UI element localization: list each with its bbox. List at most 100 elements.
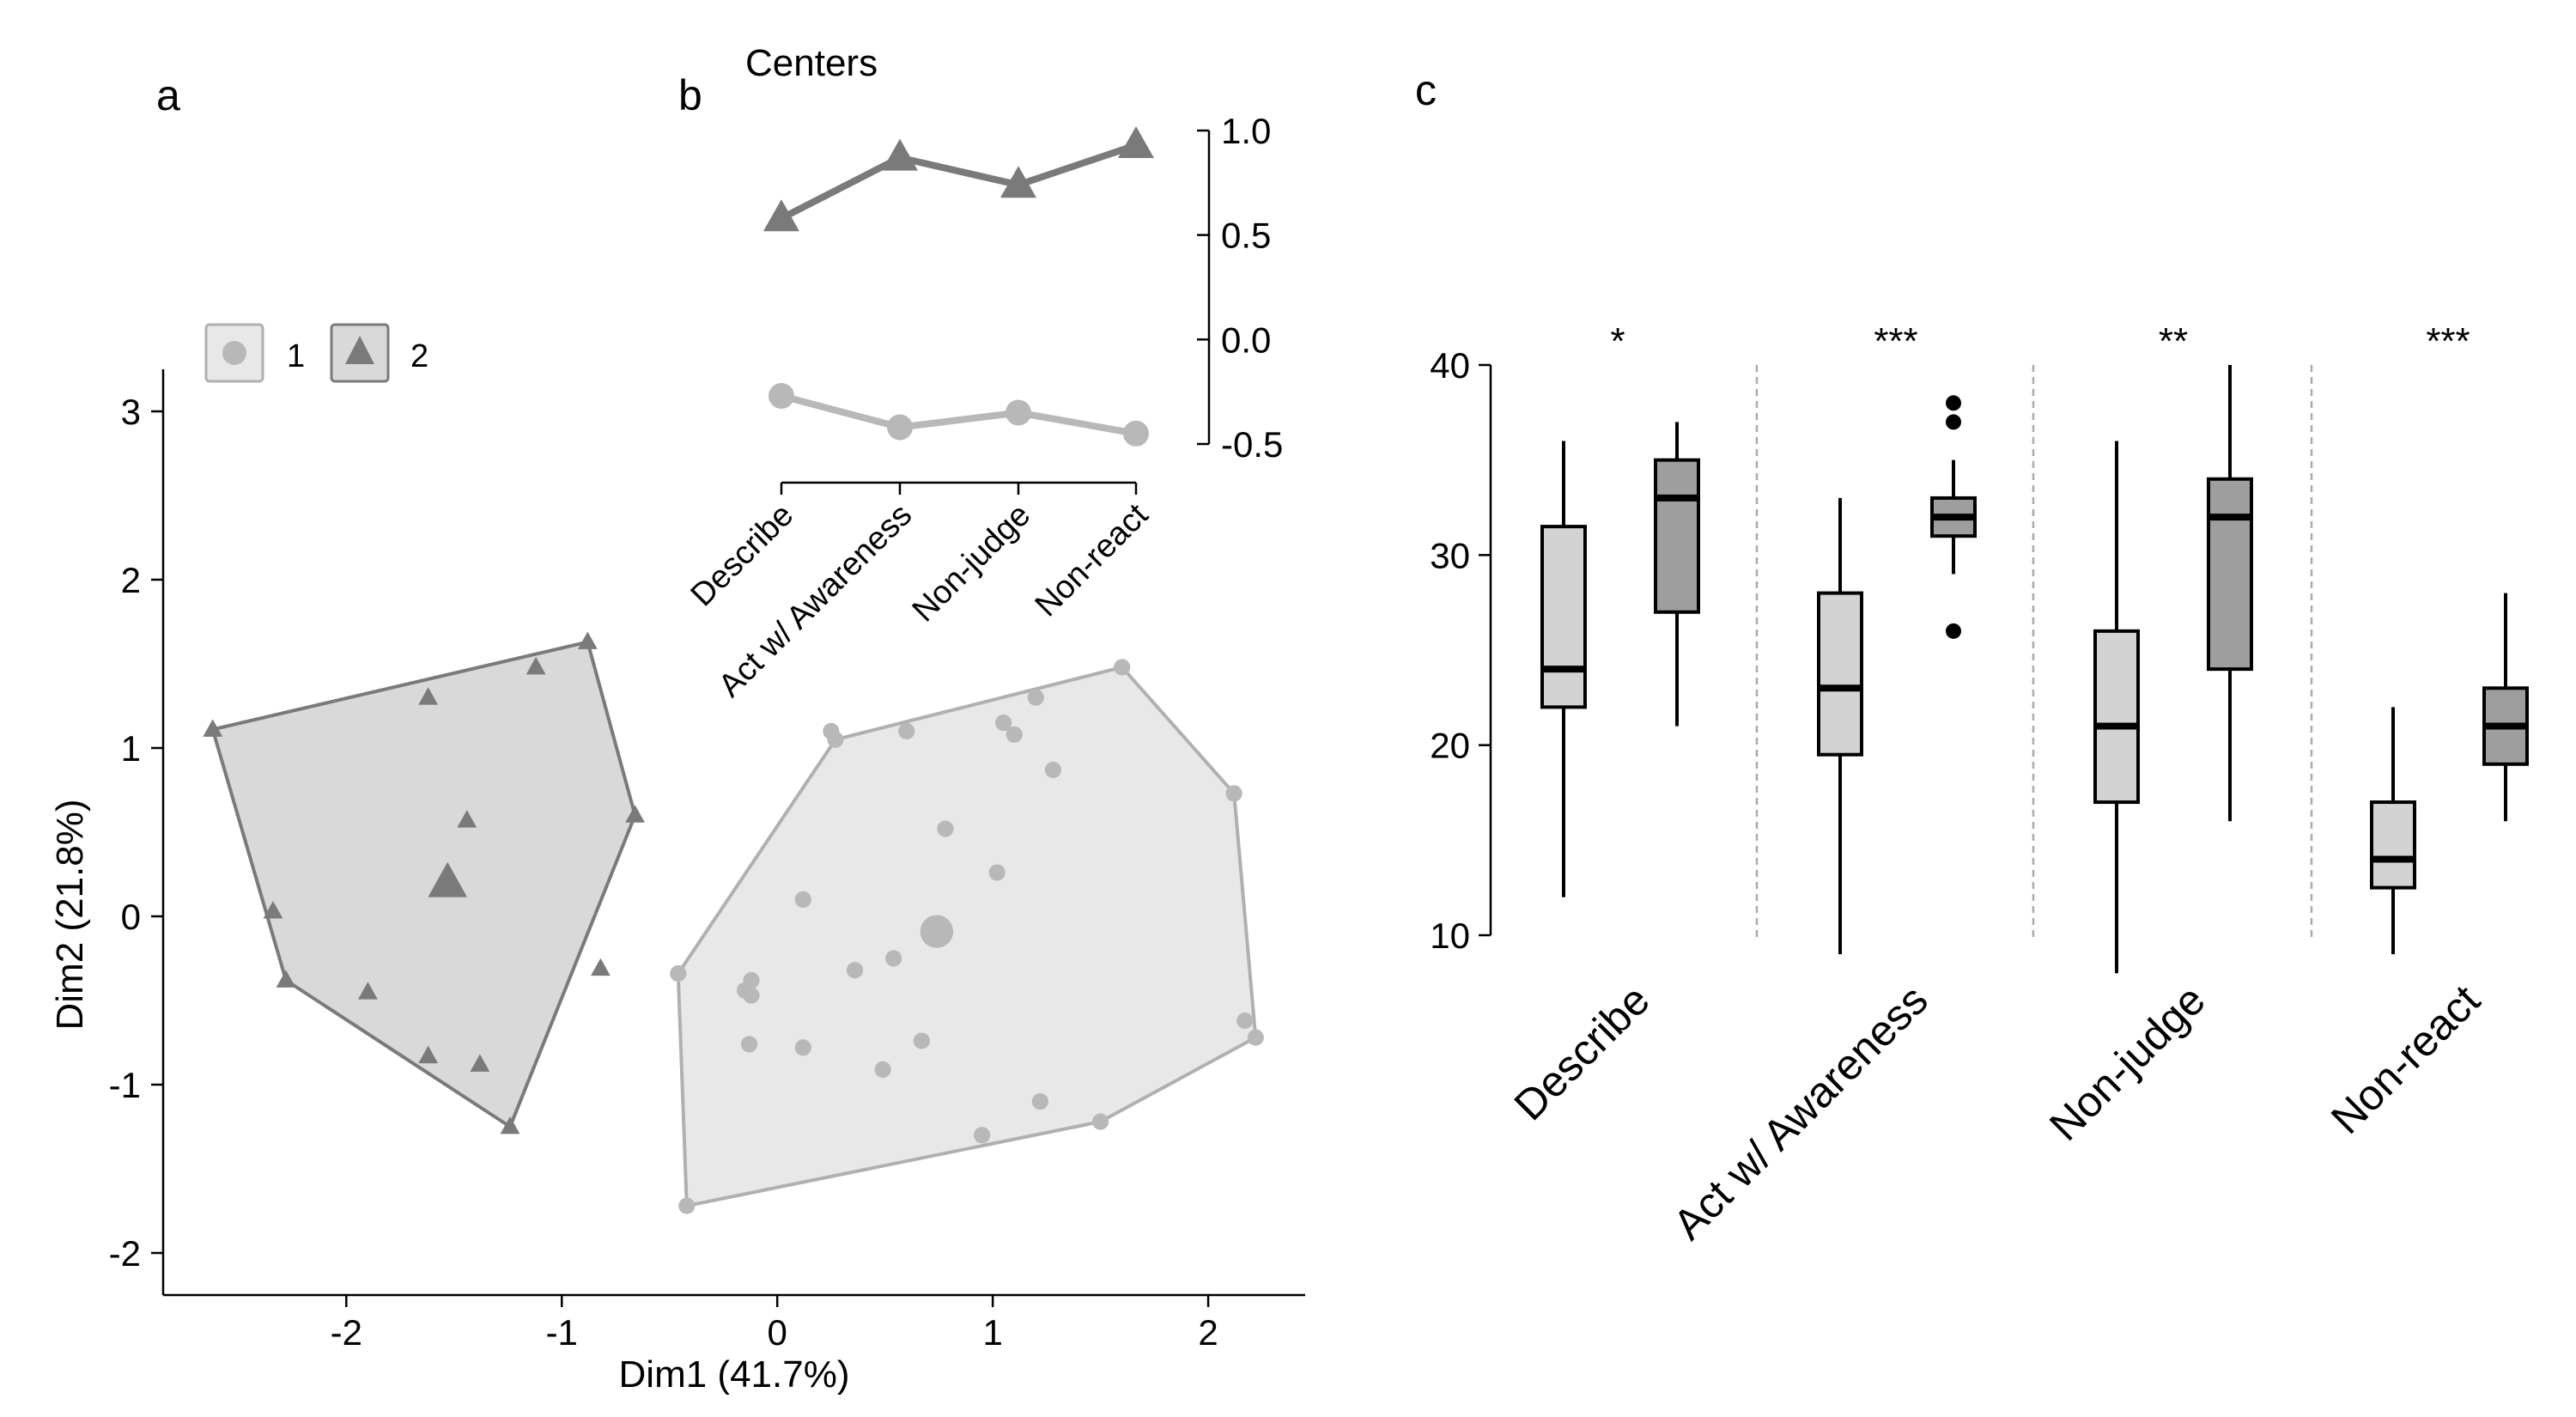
center-marker-cluster-2 [1000,166,1036,198]
hull-vertex-point-cluster-1 [1114,659,1131,676]
cluster-hull-2 [210,640,637,1128]
data-point-cluster-1 [823,722,840,740]
y-tick-label: 1 [121,728,141,769]
box-outlier [1946,395,1961,411]
center-marker-cluster-1 [887,414,913,441]
data-point-cluster-1 [913,1032,930,1049]
category-tick-label: Non-react [2322,976,2489,1143]
significance-marker: *** [1874,320,1917,362]
scatter-points [203,631,1264,1214]
significance-marker: *** [2426,320,2470,362]
category-tick-label: Describe [1505,976,1659,1129]
y-tick-label: -1 [109,1065,141,1105]
data-point-cluster-1 [1027,689,1044,706]
right-y-tick-label: -0.5 [1221,424,1283,465]
box-outlier [1946,623,1961,639]
x-tick-label: -2 [331,1312,362,1353]
data-point-cluster-2 [526,656,546,675]
panel-label-a: a [156,71,180,119]
center-marker-cluster-1 [769,383,794,410]
center-marker-cluster-1 [1123,420,1149,447]
legend-label-1: 1 [287,338,305,374]
panel-label-c: c [1415,66,1437,114]
data-point-cluster-2 [357,982,378,1000]
data-point-cluster-1 [794,891,811,908]
hull-vertex-point-cluster-1 [1247,1029,1264,1046]
panel-label-b: b [678,71,702,119]
data-point-cluster-1 [874,1061,891,1078]
category-tick-label: Non-react [1029,496,1156,623]
hull-vertex-point-cluster-1 [1225,785,1242,802]
hull-vertex-point-cluster-1 [670,965,687,982]
center-line-cluster-1 [780,392,1137,437]
significance-marker: ** [2159,320,2188,362]
data-point-cluster-1 [1044,761,1061,779]
y-tick-label: 3 [121,392,141,432]
data-point-cluster-1 [988,864,1005,881]
cluster-center-2 [428,861,468,897]
box-iqr-cluster-1 [1540,525,1587,709]
center-marker-cluster-2 [882,138,918,171]
hull-vertex-point-cluster-2 [577,631,598,649]
box-iqr-cluster-1 [2370,800,2416,890]
data-point-cluster-1 [740,1036,758,1053]
category-tick-label: Describe [684,497,801,614]
x-tick-label: 2 [1198,1312,1218,1353]
legend-label-2: 2 [410,338,428,374]
x-tick-label: 1 [982,1312,1002,1353]
hull-vertex-point-cluster-1 [678,1197,696,1214]
box-iqr-cluster-2 [2207,477,2253,672]
center-marker-cluster-2 [1118,126,1154,159]
data-point-cluster-1 [937,820,954,837]
data-point-cluster-1 [743,987,760,1004]
chart-title-centers: Centers [745,42,878,84]
right-y-tick-label: 0.5 [1221,216,1271,256]
data-point-cluster-1 [1236,1012,1254,1030]
center-marker-cluster-2 [763,199,799,232]
category-tick-label: Non-judge [906,497,1038,629]
hull-vertex-point-cluster-2 [625,805,645,823]
category-tick-label: Act w/ Awareness [1664,976,1937,1249]
significance-marker: * [1610,320,1625,362]
x-tick-label: 0 [768,1312,787,1353]
scatter-axes: -2 -1 0 1 2 -2 -1 0 1 2 3 [109,369,1305,1353]
centers-lines [763,126,1154,447]
legend-triangle-marker [345,336,374,364]
x-tick-label: -1 [546,1312,578,1353]
y-tick-label: 10 [1430,915,1470,956]
y-tick-label: 30 [1430,535,1470,575]
cluster-hulls [210,640,1258,1208]
center-line-cluster-2 [780,142,1138,222]
data-point-cluster-2 [591,958,611,976]
right-y-tick-label: 0.0 [1221,319,1271,360]
hull-vertex-point-cluster-2 [500,1116,520,1134]
data-point-cluster-2 [418,687,439,705]
data-point-cluster-2 [457,810,477,828]
y-axis-label: Dim2 (21.8%) [49,800,91,1031]
data-point-cluster-1 [885,950,902,967]
center-marker-cluster-1 [1005,399,1031,426]
right-y-tick-label: 1.0 [1221,111,1271,151]
y-tick-label: 2 [121,560,141,600]
legend-circle-marker [222,341,246,365]
data-point-cluster-2 [263,901,283,919]
boxplot-boxes [1540,365,2529,974]
data-point-cluster-1 [995,715,1012,732]
data-point-cluster-2 [418,1045,439,1064]
box-iqr-cluster-1 [2093,629,2140,805]
x-axis-label: Dim1 (41.7%) [619,1353,850,1396]
y-tick-label: -2 [109,1233,141,1274]
panel-a-pca-scatter: a -2 -1 0 1 2 -2 -1 0 1 2 3 Dim1 (41.7%) Dim2 (21.… [49,71,1305,1396]
box-iqr-cluster-2 [1654,458,1700,614]
cluster-center-1 [920,915,954,948]
data-point-cluster-1 [794,1039,811,1056]
data-point-cluster-1 [898,722,915,740]
data-point-cluster-2 [470,1054,490,1072]
data-point-cluster-1 [973,1127,991,1144]
box-outlier [1946,414,1961,430]
category-tick-label: Non-judge [2040,976,2215,1150]
data-point-cluster-1 [1031,1093,1048,1110]
